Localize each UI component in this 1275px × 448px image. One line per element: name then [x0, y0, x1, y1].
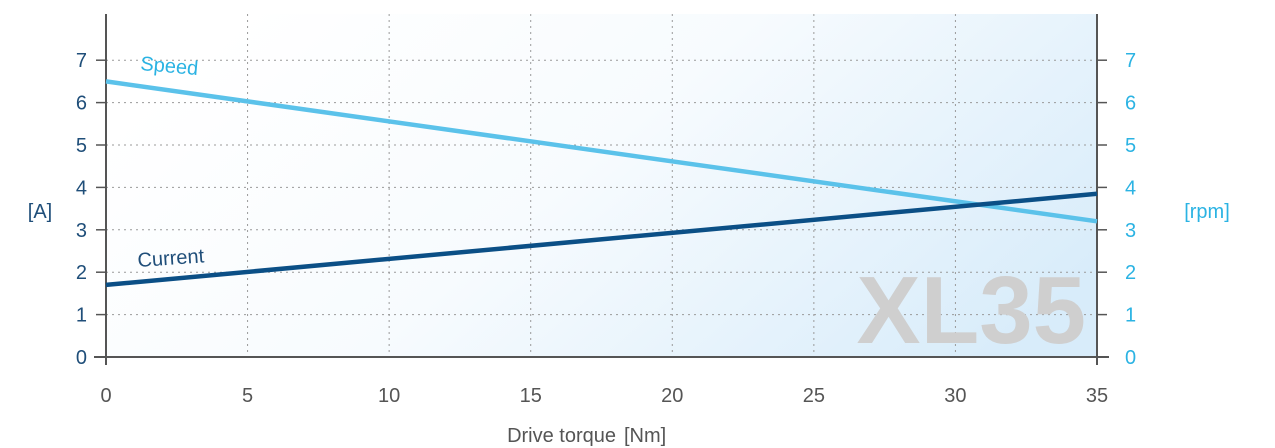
x-tick-label-25: 25: [803, 385, 825, 407]
ticks: 0 1 2 3 4 5 6 7 0 1 2 3 4 5 6 7 0 5 10 15 20 25 30 35: [76, 50, 1136, 407]
y-left-tick-label-3: 3: [76, 220, 87, 242]
y-right-tick-label-6: 6: [1125, 93, 1136, 115]
y-right-tick-label-4: 4: [1125, 177, 1136, 199]
y-right-tick-label-7: 7: [1125, 50, 1136, 72]
y-right-tick-label-1: 1: [1125, 305, 1136, 327]
x-tick-label-0: 0: [100, 385, 111, 407]
watermark: XL35: [857, 257, 1086, 364]
x-tick-label-20: 20: [661, 385, 683, 407]
y-left-tick-label-1: 1: [76, 305, 87, 327]
y-right-unit: [rpm]: [1184, 201, 1230, 223]
y-left-tick-label-5: 5: [76, 135, 87, 157]
series-line-current: [105, 191, 1098, 288]
x-tick-label-5: 5: [242, 385, 253, 407]
y-left-unit: [A]: [28, 201, 52, 223]
y-left-tick-label-0: 0: [76, 347, 87, 369]
y-left-tick-label-7: 7: [76, 50, 87, 72]
x-tick-label-10: 10: [378, 385, 400, 407]
x-tick-label-35: 35: [1086, 385, 1108, 407]
y-left-tick-label-2: 2: [76, 262, 87, 284]
x-axis-label: Drive torque: [507, 425, 616, 447]
plot-background: [106, 14, 1097, 357]
series-label-speed: Speed: [140, 53, 200, 80]
y-left-tick-label-4: 4: [76, 177, 87, 199]
y-right-tick-label-2: 2: [1125, 262, 1136, 284]
axes: [94, 14, 1109, 365]
y-left-tick-label-6: 6: [76, 93, 87, 115]
x-axis-unit: [Nm]: [624, 425, 666, 447]
series-line-speed: [105, 79, 1098, 224]
x-tick-label-15: 15: [520, 385, 542, 407]
y-right-tick-label-0: 0: [1125, 347, 1136, 369]
series-lines: [105, 79, 1098, 288]
y-right-tick-label-3: 3: [1125, 220, 1136, 242]
series-label-current: Current: [137, 245, 206, 272]
x-tick-label-30: 30: [944, 385, 966, 407]
y-right-tick-label-5: 5: [1125, 135, 1136, 157]
